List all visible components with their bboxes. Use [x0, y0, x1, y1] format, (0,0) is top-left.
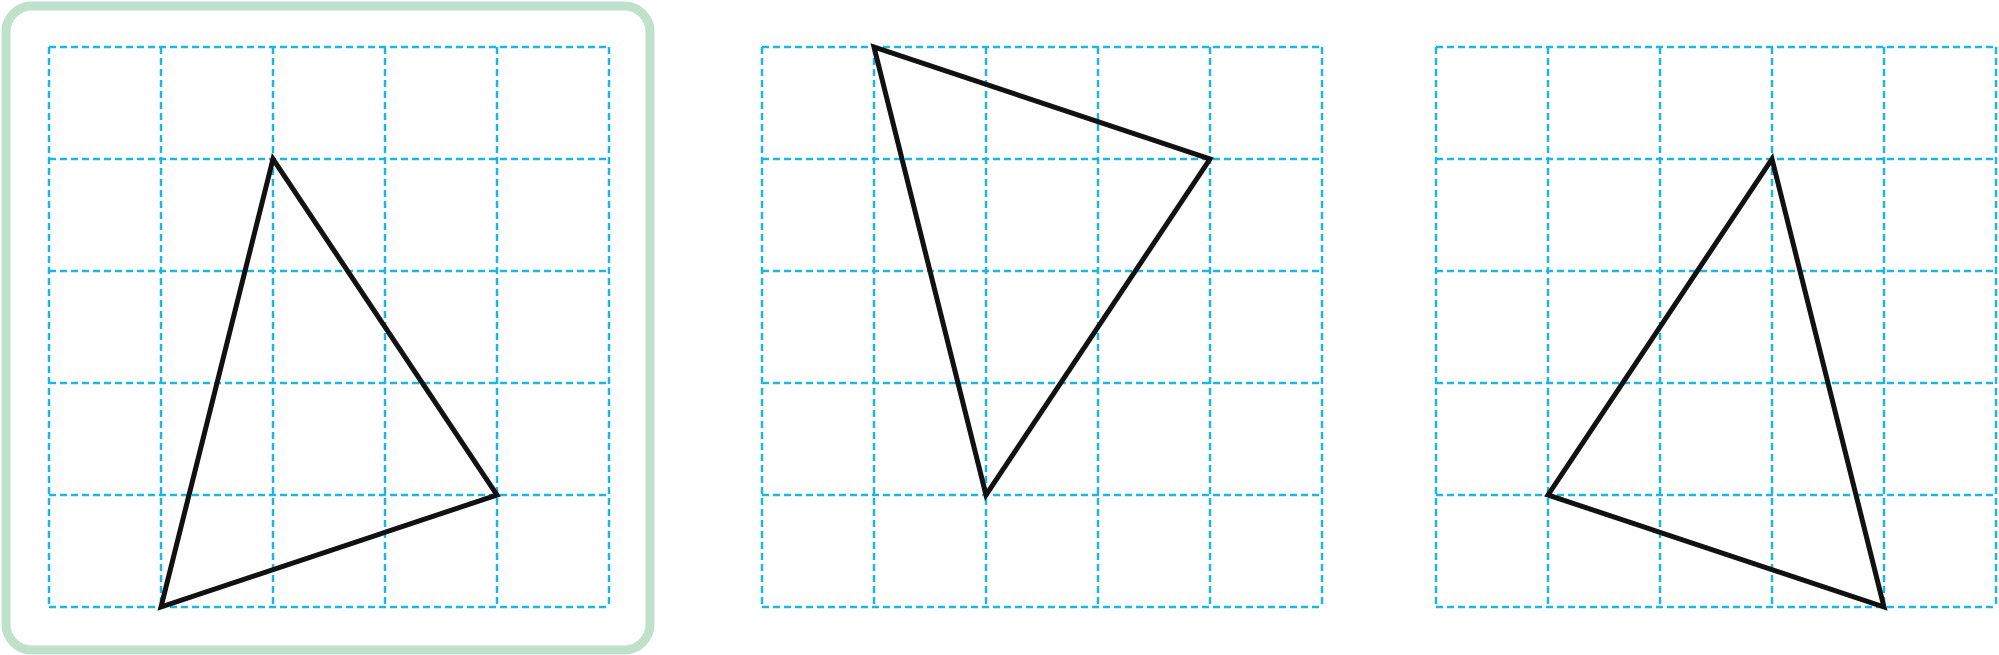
- selection-highlight: [1, 1, 655, 655]
- option-panel-2[interactable]: [760, 43, 1324, 609]
- grid: [47, 45, 611, 609]
- grid: [1434, 45, 1998, 609]
- triangle: [1544, 152, 1888, 611]
- grid: [760, 45, 1324, 609]
- triangle: [870, 43, 1214, 502]
- option-panel-1[interactable]: [1, 1, 655, 655]
- option-panel-3[interactable]: [1434, 45, 1998, 611]
- triangle: [157, 152, 501, 611]
